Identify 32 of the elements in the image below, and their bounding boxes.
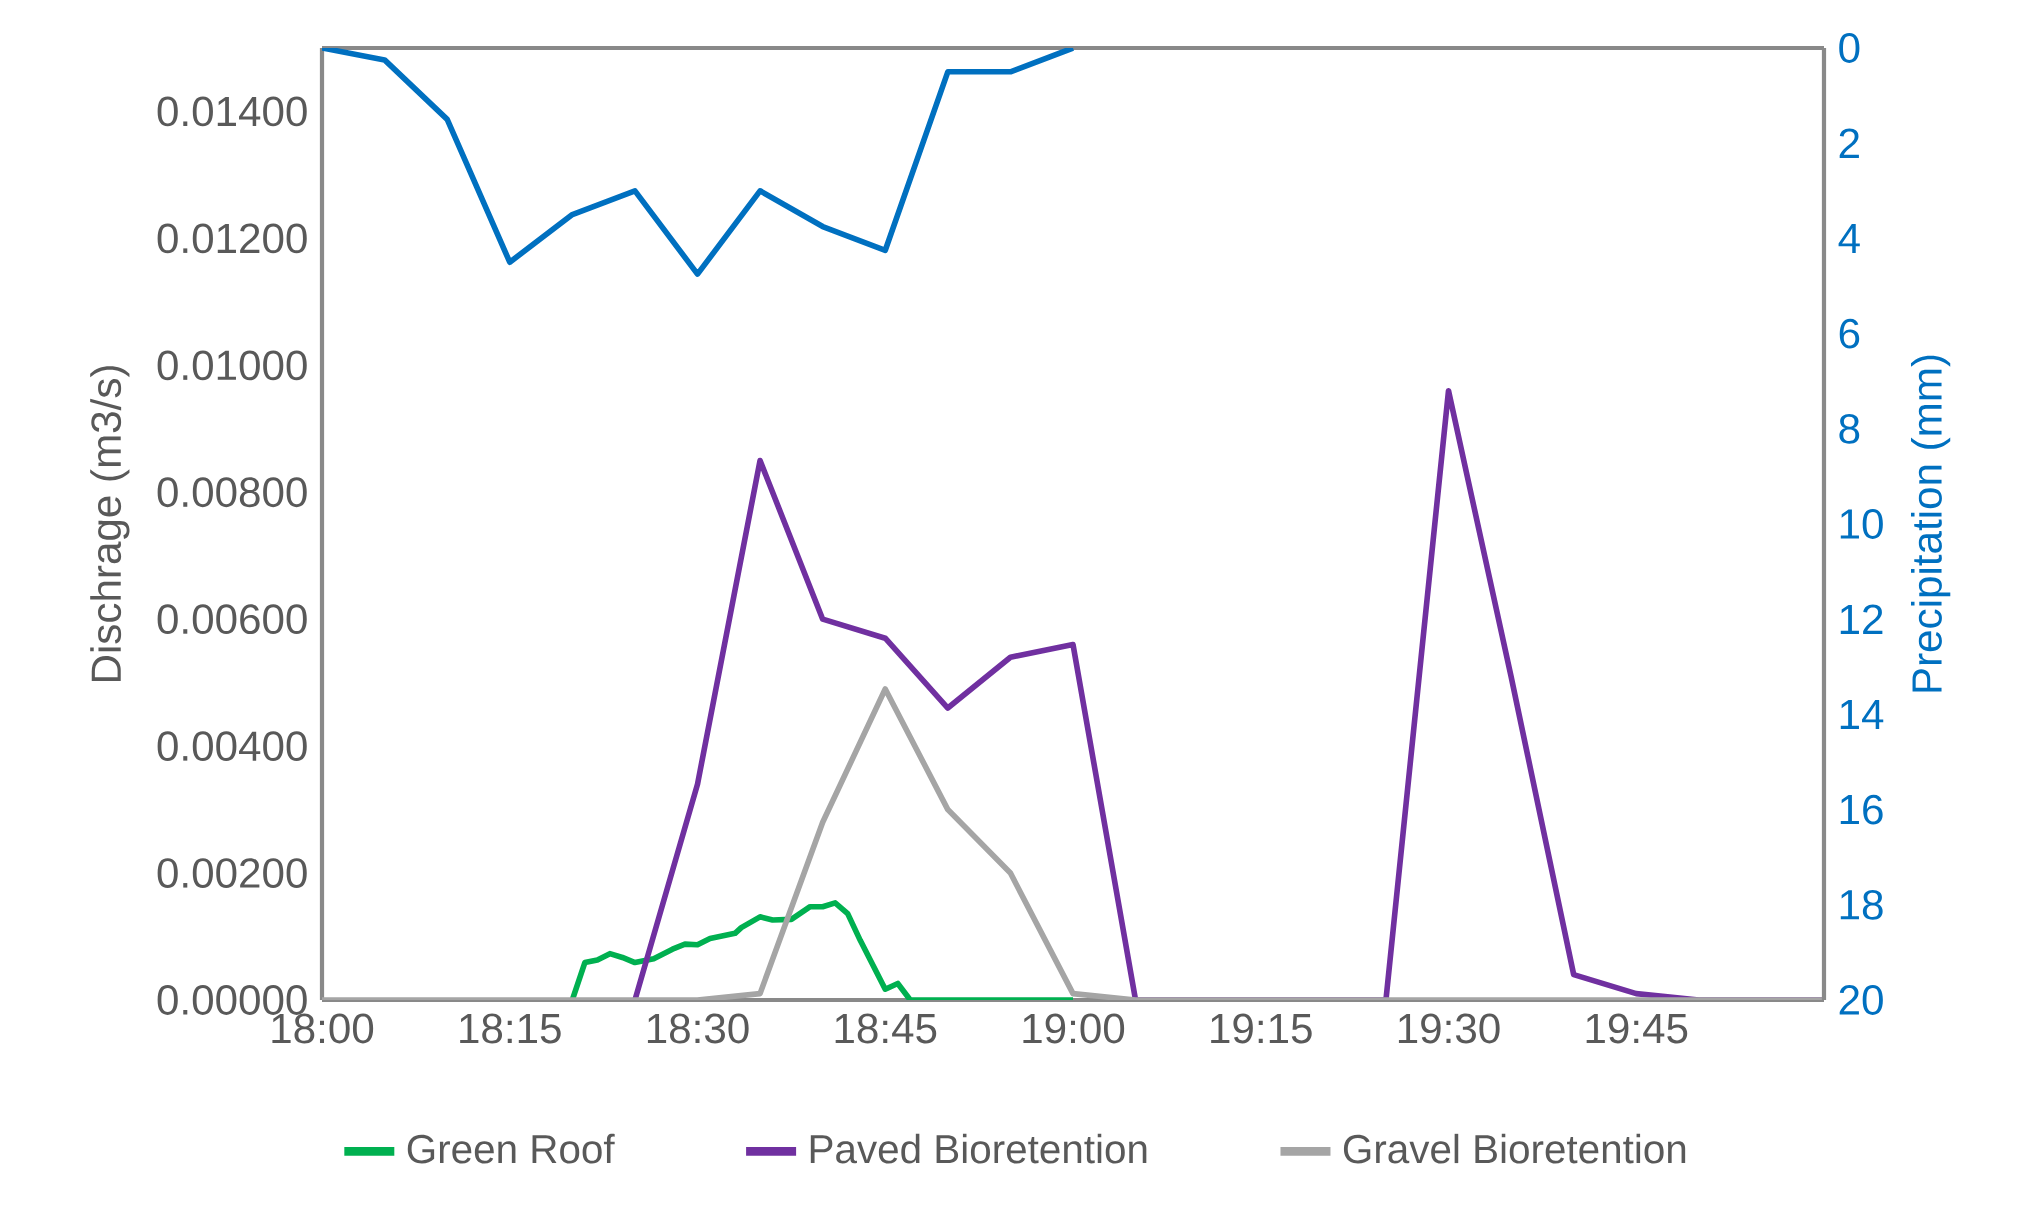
x-tick-label: 18:45 bbox=[835, 1013, 937, 1044]
y-tick-label: 0.00400 bbox=[157, 731, 307, 762]
y-tick-label: 0.00200 bbox=[157, 858, 307, 888]
y2-tick-label: 0 bbox=[1839, 33, 1860, 63]
legend-label: Green Roof bbox=[407, 1133, 615, 1164]
y2-tick-label: 2 bbox=[1839, 128, 1859, 158]
y2-tick-label: 12 bbox=[1840, 604, 1883, 634]
y2-tick-label: 16 bbox=[1840, 794, 1883, 825]
y2-axis-title: Precipitation (mm) bbox=[1911, 355, 1951, 692]
x-tick-label: 18:15 bbox=[460, 1013, 561, 1044]
y2-tick-label: 4 bbox=[1838, 223, 1860, 253]
y2-tick-label: 14 bbox=[1840, 699, 1884, 729]
y-tick-label: 0.01000 bbox=[157, 350, 307, 381]
y-tick-label: 0.00600 bbox=[157, 604, 307, 635]
legend-label: Gravel Bioretention bbox=[1343, 1133, 1686, 1164]
y-tick-label: 0.01400 bbox=[157, 96, 307, 127]
y2-tick-label: 6 bbox=[1839, 318, 1860, 349]
y2-tick-label: 20 bbox=[1839, 985, 1883, 1015]
x-tick-label: 19:30 bbox=[1398, 1013, 1500, 1044]
x-tick-label: 18:00 bbox=[272, 1013, 374, 1044]
y2-tick-label: 18 bbox=[1840, 889, 1883, 920]
x-tick-label: 19:00 bbox=[1023, 1013, 1125, 1044]
y2-tick-label: 10 bbox=[1840, 509, 1883, 539]
x-tick-label: 19:45 bbox=[1586, 1013, 1688, 1044]
y2-tick-label: 8 bbox=[1839, 413, 1860, 444]
x-tick-label: 18:30 bbox=[647, 1013, 749, 1044]
y-tick-label: 0.00800 bbox=[157, 477, 307, 508]
y-tick-label: 0.01200 bbox=[157, 223, 307, 254]
legend-label: Paved Bioretention bbox=[810, 1133, 1147, 1164]
x-tick-label: 19:15 bbox=[1211, 1013, 1312, 1044]
y-tick-label: 0.00000 bbox=[157, 985, 307, 1015]
y-axis-title: Dischrage (m3/s) bbox=[90, 366, 130, 682]
